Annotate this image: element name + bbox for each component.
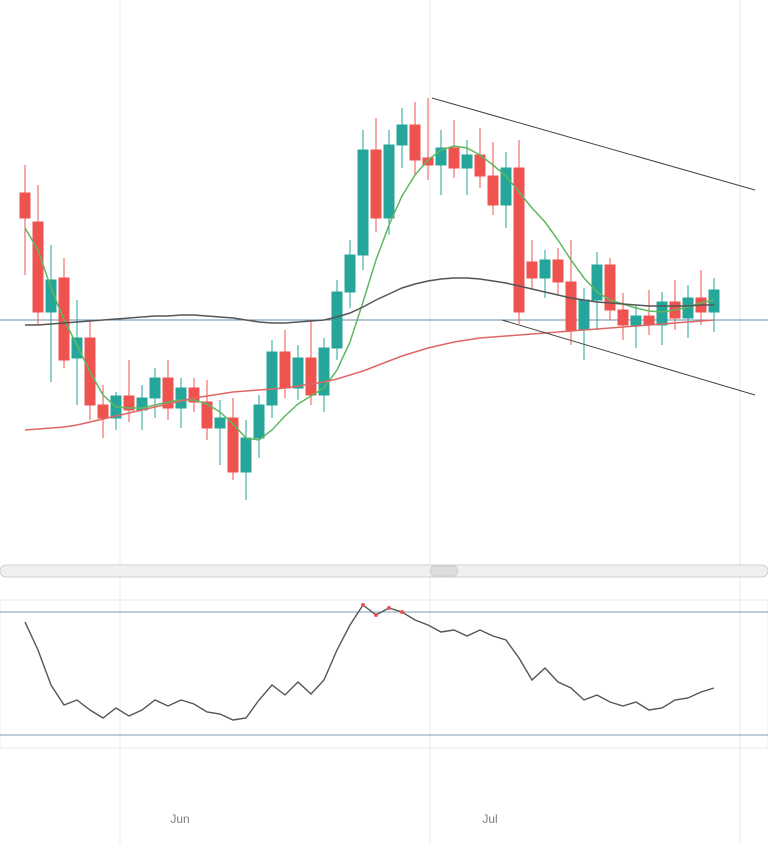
candle <box>540 260 550 278</box>
candle <box>98 405 108 418</box>
candle <box>527 262 537 278</box>
candle <box>228 418 238 472</box>
candle <box>488 176 498 205</box>
candle <box>358 150 368 255</box>
candle <box>150 378 160 398</box>
candle <box>176 388 186 408</box>
candle <box>462 155 472 168</box>
candle <box>371 150 381 218</box>
candle <box>553 260 563 282</box>
candle <box>254 405 264 438</box>
candle <box>332 292 342 348</box>
rsi-overbought-marker <box>361 603 365 607</box>
candle <box>267 352 277 405</box>
candle <box>644 316 654 325</box>
candle <box>566 282 576 330</box>
chart-svg <box>0 0 768 844</box>
candle <box>618 310 628 325</box>
candle <box>241 438 251 472</box>
candle <box>397 125 407 145</box>
time-slider-handle[interactable] <box>430 566 458 576</box>
price-chart[interactable] <box>0 0 768 844</box>
candle <box>215 418 225 428</box>
candle <box>33 222 43 312</box>
rsi-overbought-marker <box>387 606 391 610</box>
candle <box>579 300 589 330</box>
candle <box>293 358 303 388</box>
candle <box>20 193 30 218</box>
candle <box>384 145 394 218</box>
candle <box>72 338 82 358</box>
candle <box>306 358 316 395</box>
xaxis-label: Jul <box>482 812 497 826</box>
candle <box>410 125 420 160</box>
time-slider-track[interactable] <box>0 565 768 577</box>
candle <box>280 352 290 388</box>
candle <box>449 148 459 168</box>
rsi-overbought-marker <box>374 613 378 617</box>
candle <box>345 255 355 292</box>
xaxis-label: Jun <box>170 812 189 826</box>
rsi-overbought-marker <box>400 610 404 614</box>
candle <box>514 168 524 312</box>
candle <box>631 316 641 325</box>
